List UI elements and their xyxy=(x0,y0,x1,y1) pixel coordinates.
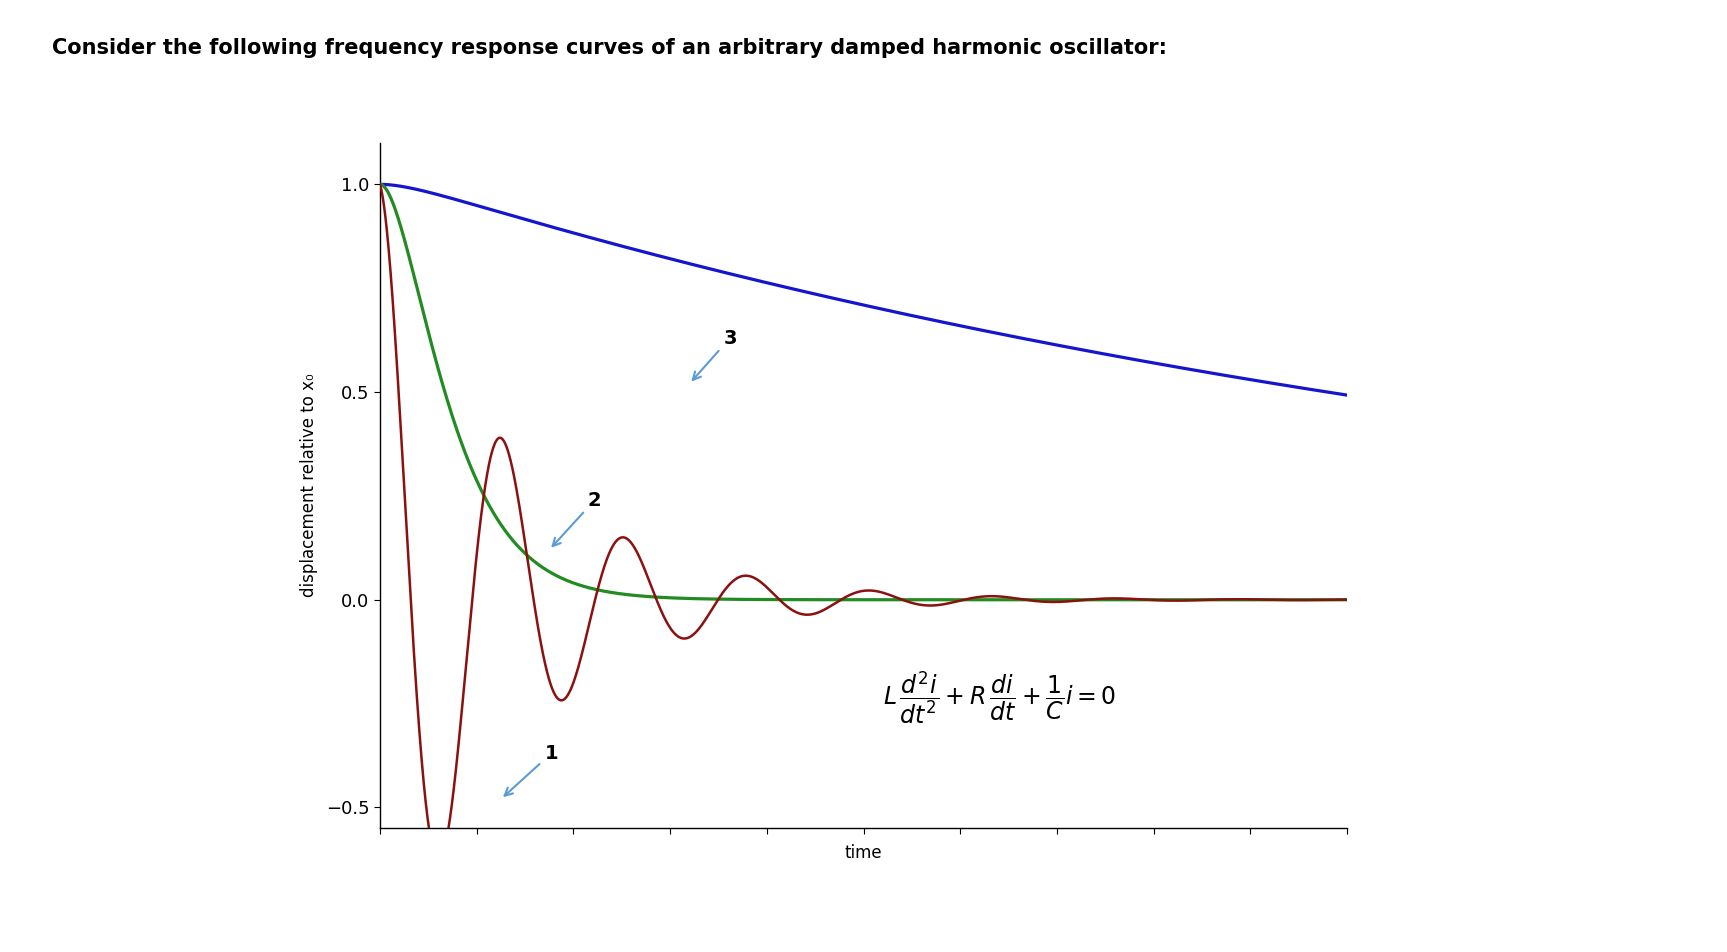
Text: 3: 3 xyxy=(693,328,737,380)
Text: 2: 2 xyxy=(553,490,601,546)
Text: 1: 1 xyxy=(504,744,558,796)
Y-axis label: displacement relative to x₀: displacement relative to x₀ xyxy=(299,373,318,598)
Text: $L\,\dfrac{d^2i}{dt^2} + R\,\dfrac{di}{dt} + \dfrac{1}{C}i = 0$: $L\,\dfrac{d^2i}{dt^2} + R\,\dfrac{di}{d… xyxy=(882,669,1116,726)
X-axis label: time: time xyxy=(845,844,882,863)
Text: Consider the following frequency response curves of an arbitrary damped harmonic: Consider the following frequency respons… xyxy=(52,38,1167,58)
